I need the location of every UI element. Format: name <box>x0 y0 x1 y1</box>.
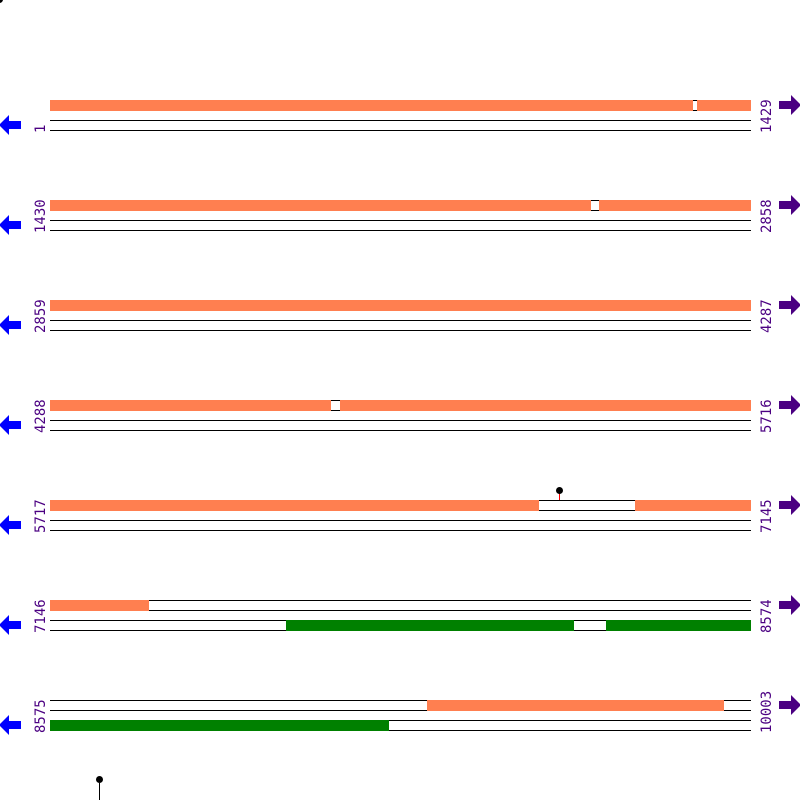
marker-dot-icon <box>0 0 3 3</box>
row-end-label: 8574 <box>759 599 775 633</box>
forward-track <box>50 600 751 611</box>
marker-stem <box>559 491 560 500</box>
row-end-label: 1429 <box>759 99 775 133</box>
arrow-left-icon[interactable] <box>0 414 21 436</box>
row-end-label: 4287 <box>759 299 775 333</box>
row-start-label: 1 <box>33 124 49 133</box>
row-start-label: 7146 <box>33 599 49 633</box>
arrow-right-icon[interactable] <box>779 294 800 316</box>
forward-feature[interactable] <box>426 700 725 711</box>
row-start-label: 1430 <box>33 199 49 233</box>
reverse-track <box>50 320 751 331</box>
forward-feature[interactable] <box>339 400 751 411</box>
arrow-right-icon[interactable] <box>779 194 800 216</box>
arrow-right-icon[interactable] <box>779 94 800 116</box>
forward-feature[interactable] <box>598 200 751 211</box>
row-end-label: 5716 <box>759 399 775 433</box>
arrow-left-icon[interactable] <box>0 214 21 236</box>
forward-feature[interactable] <box>50 300 751 311</box>
arrow-left-icon[interactable] <box>0 314 21 336</box>
marker-stem <box>99 783 100 800</box>
row-end-label: 10003 <box>759 690 775 733</box>
forward-feature[interactable] <box>50 500 540 511</box>
reverse-track <box>50 220 751 231</box>
row-start-label: 8575 <box>33 699 49 733</box>
lollipop-marker-icon[interactable] <box>96 776 103 783</box>
row-start-label: 2859 <box>33 299 49 333</box>
row-start-label: 4288 <box>33 399 49 433</box>
arrow-left-icon[interactable] <box>0 114 21 136</box>
row-end-label: 2858 <box>759 199 775 233</box>
reverse-feature[interactable] <box>605 620 751 631</box>
arrow-right-icon[interactable] <box>779 394 800 416</box>
arrow-right-icon[interactable] <box>779 494 800 516</box>
forward-feature[interactable] <box>50 200 592 211</box>
reverse-track <box>50 120 751 131</box>
row-start-label: 5717 <box>33 499 49 533</box>
arrow-right-icon[interactable] <box>779 594 800 616</box>
arrow-left-icon[interactable] <box>0 714 21 736</box>
lollipop-marker-icon[interactable] <box>556 487 563 494</box>
row-end-label: 7145 <box>759 499 775 533</box>
forward-feature[interactable] <box>50 400 332 411</box>
reverse-track <box>50 420 751 431</box>
reverse-feature[interactable] <box>285 620 575 631</box>
reverse-track <box>50 520 751 531</box>
arrow-left-icon[interactable] <box>0 514 21 536</box>
forward-feature[interactable] <box>50 100 694 111</box>
forward-track <box>50 700 751 711</box>
forward-feature[interactable] <box>635 500 751 511</box>
forward-feature[interactable] <box>697 100 751 111</box>
reverse-track <box>50 720 751 731</box>
arrow-left-icon[interactable] <box>0 614 21 636</box>
reverse-feature[interactable] <box>50 720 390 731</box>
arrow-right-icon[interactable] <box>779 694 800 716</box>
forward-feature[interactable] <box>50 600 150 611</box>
